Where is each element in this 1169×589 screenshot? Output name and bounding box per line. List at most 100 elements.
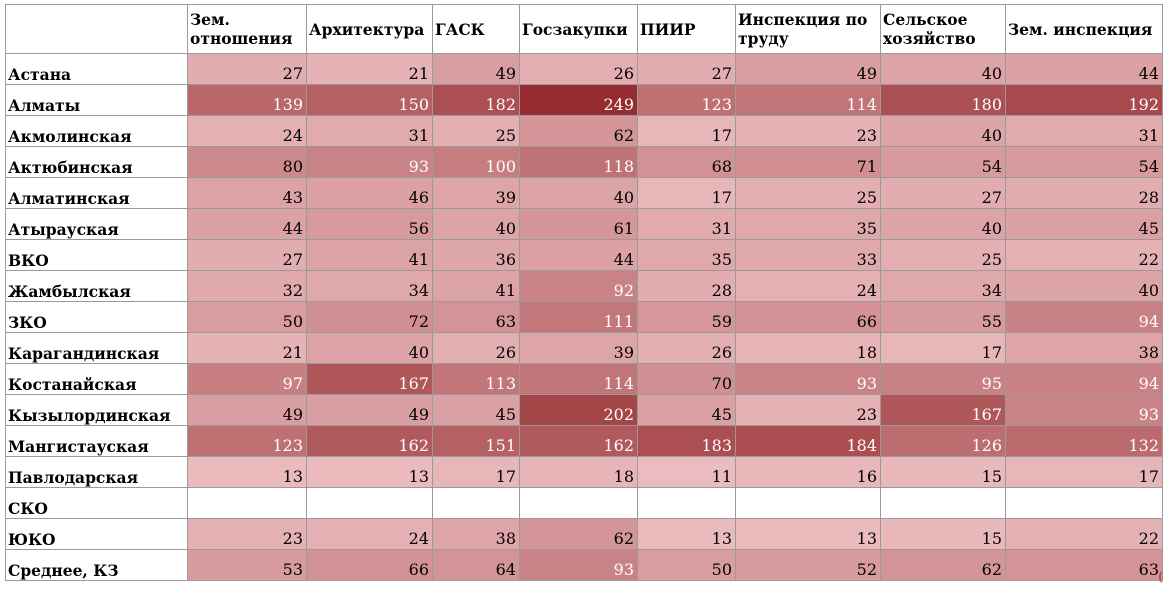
row-label[interactable]: Среднее, КЗ <box>5 549 188 581</box>
value-cell[interactable]: 46 <box>306 177 433 209</box>
value-cell[interactable]: 93 <box>306 146 433 178</box>
column-header[interactable]: Архитектура <box>306 4 433 54</box>
value-cell[interactable]: 17 <box>637 115 736 147</box>
value-cell[interactable]: 45 <box>1005 208 1163 240</box>
value-cell[interactable]: 36 <box>432 239 520 271</box>
value-cell[interactable]: 94 <box>1005 363 1163 395</box>
value-cell[interactable]: 40 <box>880 208 1006 240</box>
column-header[interactable]: Инспекция по труду <box>735 4 881 54</box>
value-cell[interactable]: 114 <box>735 84 881 116</box>
value-cell[interactable]: 184 <box>735 425 881 457</box>
value-cell[interactable]: 100 <box>432 146 520 178</box>
value-cell[interactable]: 41 <box>432 270 520 302</box>
value-cell[interactable]: 139 <box>187 84 307 116</box>
value-cell[interactable]: 111 <box>519 301 638 333</box>
value-cell[interactable]: 93 <box>735 363 881 395</box>
value-cell[interactable]: 64 <box>432 549 520 581</box>
value-cell[interactable]: 62 <box>519 518 638 550</box>
value-cell[interactable]: 56 <box>306 208 433 240</box>
value-cell[interactable]: 50 <box>187 301 307 333</box>
value-cell[interactable]: 22 <box>1005 239 1163 271</box>
value-cell[interactable]: 93 <box>1005 394 1163 426</box>
value-cell[interactable]: 32 <box>187 270 307 302</box>
value-cell[interactable]: 35 <box>735 208 881 240</box>
value-cell[interactable]: 13 <box>735 518 881 550</box>
value-cell[interactable]: 40 <box>880 53 1006 85</box>
column-header[interactable]: ГАСК <box>432 4 520 54</box>
value-cell[interactable]: 18 <box>735 332 881 364</box>
value-cell[interactable] <box>519 487 638 519</box>
row-label[interactable]: Акмолинская <box>5 115 188 147</box>
value-cell[interactable]: 40 <box>1005 270 1163 302</box>
value-cell[interactable]: 182 <box>432 84 520 116</box>
value-cell[interactable]: 31 <box>637 208 736 240</box>
value-cell[interactable]: 26 <box>637 332 736 364</box>
row-label[interactable]: Атырауская <box>5 208 188 240</box>
value-cell[interactable]: 70 <box>637 363 736 395</box>
value-cell[interactable]: 49 <box>187 394 307 426</box>
value-cell[interactable]: 61 <box>519 208 638 240</box>
value-cell[interactable]: 40 <box>306 332 433 364</box>
value-cell[interactable]: 15 <box>880 518 1006 550</box>
value-cell[interactable]: 97 <box>187 363 307 395</box>
value-cell[interactable]: 17 <box>637 177 736 209</box>
value-cell[interactable]: 49 <box>735 53 881 85</box>
row-label[interactable]: Алматинская <box>5 177 188 209</box>
value-cell[interactable]: 38 <box>1005 332 1163 364</box>
row-label[interactable]: Алматы <box>5 84 188 116</box>
value-cell[interactable]: 123 <box>187 425 307 457</box>
value-cell[interactable]: 40 <box>432 208 520 240</box>
value-cell[interactable]: 17 <box>1005 456 1163 488</box>
value-cell[interactable]: 23 <box>735 394 881 426</box>
value-cell[interactable]: 34 <box>306 270 433 302</box>
row-label[interactable]: ВКО <box>5 239 188 271</box>
value-cell[interactable]: 59 <box>637 301 736 333</box>
value-cell[interactable]: 249 <box>519 84 638 116</box>
value-cell[interactable]: 62 <box>880 549 1006 581</box>
value-cell[interactable]: 41 <box>306 239 433 271</box>
value-cell[interactable]: 23 <box>187 518 307 550</box>
value-cell[interactable]: 33 <box>735 239 881 271</box>
row-label[interactable]: Кызылординская <box>5 394 188 426</box>
value-cell[interactable]: 24 <box>187 115 307 147</box>
value-cell[interactable]: 63 <box>432 301 520 333</box>
row-label[interactable]: Жамбылская <box>5 270 188 302</box>
value-cell[interactable]: 17 <box>432 456 520 488</box>
value-cell[interactable] <box>880 487 1006 519</box>
value-cell[interactable]: 180 <box>880 84 1006 116</box>
row-label[interactable]: Карагандинская <box>5 332 188 364</box>
value-cell[interactable]: 150 <box>306 84 433 116</box>
value-cell[interactable]: 13 <box>187 456 307 488</box>
row-label[interactable]: Павлодарская <box>5 456 188 488</box>
value-cell[interactable]: 162 <box>519 425 638 457</box>
value-cell[interactable]: 113 <box>432 363 520 395</box>
value-cell[interactable]: 15 <box>880 456 1006 488</box>
value-cell[interactable]: 27 <box>187 239 307 271</box>
value-cell[interactable]: 44 <box>1005 53 1163 85</box>
column-header[interactable]: Сельское хозяйство <box>880 4 1006 54</box>
value-cell[interactable]: 13 <box>637 518 736 550</box>
value-cell[interactable]: 13 <box>306 456 433 488</box>
row-label[interactable]: Мангистауская <box>5 425 188 457</box>
value-cell[interactable]: 18 <box>519 456 638 488</box>
value-cell[interactable]: 53 <box>187 549 307 581</box>
value-cell[interactable]: 21 <box>187 332 307 364</box>
value-cell[interactable]: 44 <box>187 208 307 240</box>
value-cell[interactable]: 43 <box>187 177 307 209</box>
value-cell[interactable]: 68 <box>637 146 736 178</box>
value-cell[interactable] <box>306 487 433 519</box>
value-cell[interactable]: 93 <box>519 549 638 581</box>
row-label[interactable]: Астана <box>5 53 188 85</box>
value-cell[interactable]: 54 <box>1005 146 1163 178</box>
value-cell[interactable]: 45 <box>432 394 520 426</box>
value-cell[interactable]: 167 <box>880 394 1006 426</box>
value-cell[interactable]: 50 <box>637 549 736 581</box>
value-cell[interactable]: 25 <box>432 115 520 147</box>
value-cell[interactable]: 92 <box>519 270 638 302</box>
value-cell[interactable]: 27 <box>637 53 736 85</box>
value-cell[interactable]: 25 <box>880 239 1006 271</box>
value-cell[interactable]: 27 <box>880 177 1006 209</box>
value-cell[interactable]: 26 <box>432 332 520 364</box>
column-header[interactable]: ПИИР <box>637 4 736 54</box>
value-cell[interactable]: 39 <box>519 332 638 364</box>
